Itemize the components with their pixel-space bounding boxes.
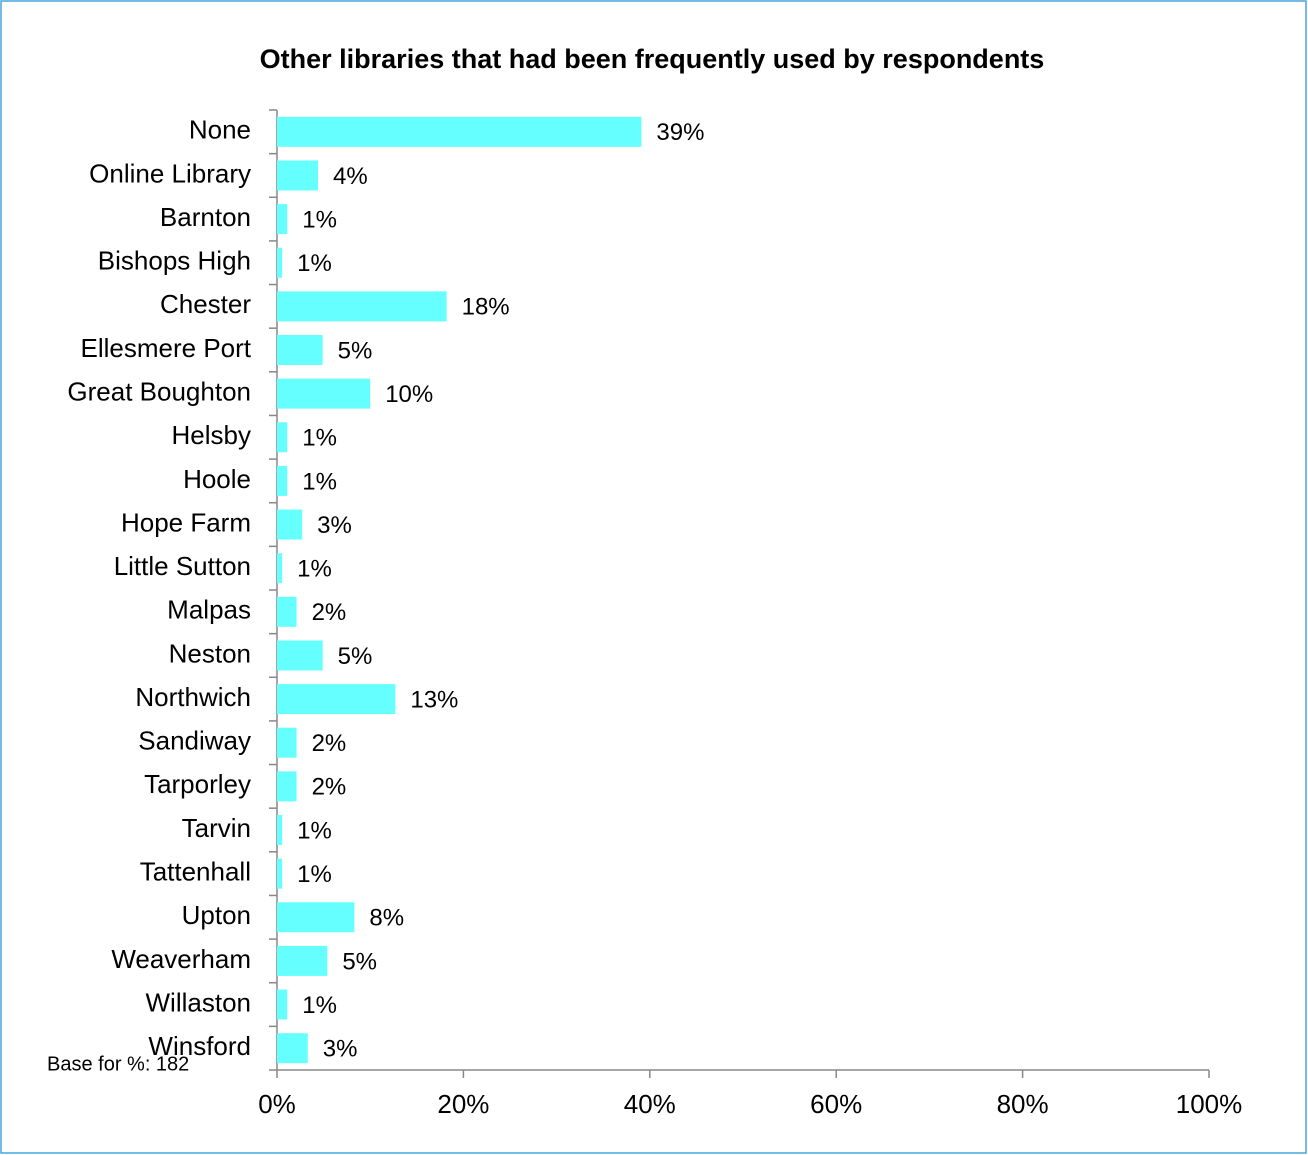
value-label: 2% xyxy=(312,730,347,757)
y-tick-label: Weaverham xyxy=(111,944,251,974)
bar xyxy=(277,771,297,802)
y-tick-label: Tarvin xyxy=(182,813,251,843)
bar xyxy=(277,727,297,758)
y-tick-label: Neston xyxy=(169,638,251,668)
y-tick-label: Chester xyxy=(160,289,251,319)
bar xyxy=(277,902,355,933)
y-tick-label: Hoole xyxy=(183,464,251,494)
bar xyxy=(277,858,283,889)
value-label: 1% xyxy=(297,861,332,888)
bar xyxy=(277,553,283,584)
chart-title: Other libraries that had been frequently… xyxy=(260,44,1045,74)
value-label: 8% xyxy=(369,905,404,932)
bar xyxy=(277,204,288,235)
bar xyxy=(277,509,303,540)
bar xyxy=(277,247,283,278)
x-tick-label: 20% xyxy=(437,1089,489,1119)
value-label: 5% xyxy=(338,337,373,364)
y-tick-label: Tarporley xyxy=(144,769,251,799)
y-tick-label: Willaston xyxy=(146,987,251,1017)
bar xyxy=(277,378,371,409)
bar xyxy=(277,815,283,845)
value-label: 1% xyxy=(302,206,337,233)
bar xyxy=(277,1033,308,1064)
bar xyxy=(277,116,642,147)
x-tick-label: 0% xyxy=(258,1089,296,1119)
value-label: 18% xyxy=(462,294,510,321)
y-tick-label: None xyxy=(189,115,251,145)
value-label: 4% xyxy=(333,163,368,190)
bar xyxy=(277,596,297,627)
y-tick-label: Little Sutton xyxy=(114,551,251,581)
value-label: 1% xyxy=(297,556,332,583)
value-label: 1% xyxy=(302,992,337,1019)
bar xyxy=(277,684,396,715)
y-tick-label: Ellesmere Port xyxy=(81,333,252,363)
x-tick-label: 100% xyxy=(1176,1089,1243,1119)
y-tick-label: Malpas xyxy=(167,595,251,625)
base-note: Base for %: 182 xyxy=(47,1053,189,1075)
y-tick-label: Tattenhall xyxy=(140,857,251,887)
value-label: 2% xyxy=(312,599,347,626)
value-label: 1% xyxy=(302,425,337,452)
value-label: 1% xyxy=(302,468,337,495)
y-tick-label: Winsford xyxy=(148,1031,251,1061)
x-tick-label: 40% xyxy=(624,1089,676,1119)
x-tick-label: 80% xyxy=(997,1089,1049,1119)
y-tick-label: Hope Farm xyxy=(121,507,251,537)
bar xyxy=(277,989,288,1020)
value-label: 3% xyxy=(317,512,352,539)
bar xyxy=(277,640,323,671)
x-tick-label: 60% xyxy=(810,1089,862,1119)
bar xyxy=(277,465,288,496)
y-tick-label: Northwich xyxy=(135,682,251,712)
y-tick-label: Sandiway xyxy=(138,726,251,756)
value-label: 13% xyxy=(410,686,458,713)
y-tick-label: Online Library xyxy=(89,158,251,188)
y-tick-label: Great Boughton xyxy=(67,377,251,407)
bar xyxy=(277,422,288,453)
y-tick-label: Bishops High xyxy=(98,246,251,276)
value-label: 10% xyxy=(385,381,433,408)
value-label: 5% xyxy=(338,643,373,670)
y-tick-label: Barnton xyxy=(160,202,251,232)
y-tick-label: Helsby xyxy=(172,420,251,450)
bar xyxy=(277,945,328,976)
value-label: 39% xyxy=(656,119,704,146)
value-label: 3% xyxy=(323,1036,358,1063)
bar xyxy=(277,291,447,322)
value-label: 5% xyxy=(342,948,377,975)
bar xyxy=(277,335,323,365)
value-label: 1% xyxy=(297,250,332,277)
bar xyxy=(277,160,319,191)
y-tick-label: Upton xyxy=(182,900,251,930)
value-label: 1% xyxy=(297,817,332,844)
value-label: 2% xyxy=(312,774,347,801)
